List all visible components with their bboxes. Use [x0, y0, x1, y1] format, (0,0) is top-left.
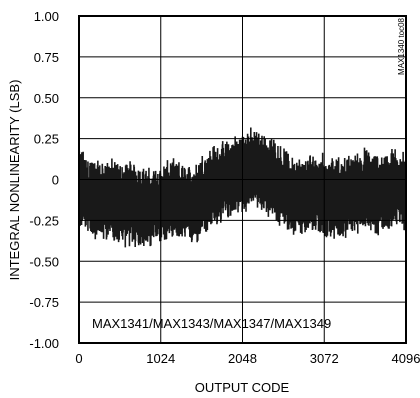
x-tick-label: 4096: [392, 351, 420, 366]
figure-id: MAX1340 toc08: [397, 17, 406, 74]
y-tick-labels: 1.00 0.75 0.50 0.25 0 -0.25 -0.50 -0.75 -1.00: [29, 9, 59, 351]
y-tick-label: -1.00: [29, 336, 59, 351]
device-annotation: MAX1341/MAX1343/MAX1347/MAX1349: [92, 316, 331, 331]
y-tick-label: -0.75: [29, 295, 59, 310]
y-tick-label: -0.25: [29, 213, 59, 228]
y-tick-label: -0.50: [29, 254, 59, 269]
y-axis-title: INTEGRAL NONLINEARITY (LSB): [7, 80, 22, 281]
y-tick-label: 0: [52, 173, 59, 188]
x-tick-labels: 0 1024 2048 3072 4096: [75, 351, 420, 366]
x-axis-title: OUTPUT CODE: [195, 380, 290, 395]
x-tick-label: 0: [75, 351, 82, 366]
y-tick-label: 0.50: [34, 91, 59, 106]
y-tick-label: 1.00: [34, 9, 59, 24]
y-tick-label: 0.75: [34, 50, 59, 65]
x-tick-label: 2048: [228, 351, 257, 366]
x-tick-label: 3072: [310, 351, 339, 366]
x-tick-label: 1024: [146, 351, 175, 366]
plot-frame: [78, 15, 407, 344]
y-tick-label: 0.25: [34, 132, 59, 147]
